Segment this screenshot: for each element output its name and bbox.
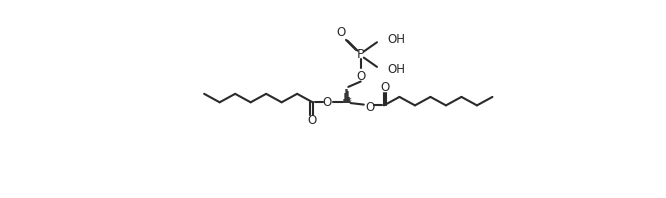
Text: O: O (366, 101, 374, 114)
Text: P: P (357, 48, 364, 61)
Text: O: O (380, 81, 390, 94)
Text: O: O (337, 26, 346, 39)
Text: OH: OH (387, 33, 405, 46)
Text: O: O (322, 96, 331, 109)
Text: OH: OH (387, 64, 405, 76)
Text: *: * (347, 97, 352, 107)
Text: O: O (356, 70, 366, 83)
Text: O: O (307, 113, 316, 127)
